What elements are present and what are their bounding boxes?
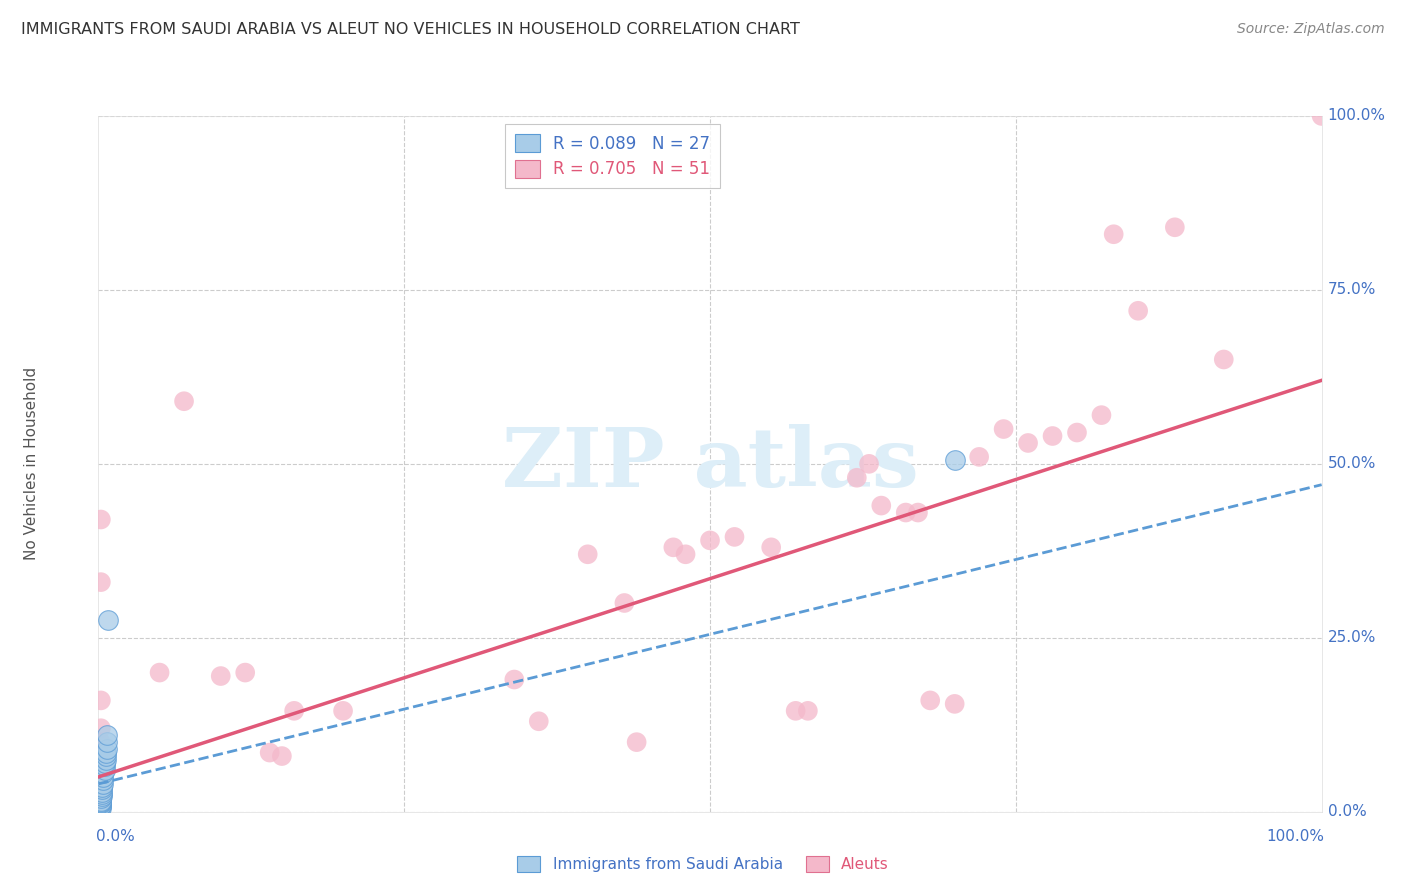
Text: 100.0%: 100.0% (1327, 109, 1386, 123)
Point (91, 788, 114, 801)
Point (1017, 436, 1039, 450)
Point (1090, 408, 1112, 422)
Point (90, 721, 112, 735)
Point (270, 749, 294, 764)
Point (613, 596, 636, 610)
Point (173, 394, 195, 409)
Text: 50.0%: 50.0% (1327, 457, 1376, 471)
Legend: R = 0.089   N = 27, R = 0.705   N = 51: R = 0.089 N = 27, R = 0.705 N = 51 (505, 124, 720, 188)
Point (149, 665, 172, 680)
Point (93, 763, 115, 777)
Point (943, 697, 966, 711)
Point (91, 782, 114, 797)
Point (90, 797, 112, 811)
Text: 0.0%: 0.0% (96, 830, 135, 844)
Text: 100.0%: 100.0% (1265, 830, 1324, 844)
Point (93, 759, 115, 773)
Point (96, 742, 118, 756)
Point (259, 746, 281, 760)
Point (233, 665, 256, 680)
Point (503, 673, 526, 687)
Point (845, 471, 868, 485)
Point (90, 512, 112, 526)
Point (1212, 352, 1234, 367)
Point (94, 746, 117, 760)
Point (90, 749, 112, 764)
Point (894, 506, 917, 520)
Point (91, 773, 114, 788)
Point (870, 499, 893, 513)
Text: ZIP atlas: ZIP atlas (502, 424, 918, 504)
Point (943, 453, 966, 467)
Point (90, 795, 112, 809)
Point (96, 735, 118, 749)
Point (858, 457, 880, 471)
Point (90, 799, 112, 814)
Point (967, 450, 990, 464)
Point (723, 530, 745, 544)
Text: 75.0%: 75.0% (1327, 283, 1376, 297)
Point (209, 669, 232, 683)
Point (785, 704, 807, 718)
Point (90, 801, 112, 815)
Point (94, 749, 117, 764)
Point (90, 575, 112, 590)
Point (91, 780, 114, 794)
Point (91, 770, 114, 784)
Point (576, 547, 599, 561)
Point (675, 547, 697, 561)
Text: Source: ZipAtlas.com: Source: ZipAtlas.com (1237, 22, 1385, 37)
Point (90, 797, 112, 812)
Point (797, 704, 820, 718)
Point (93, 756, 115, 770)
Point (91, 777, 114, 791)
Point (1042, 429, 1064, 443)
Point (91, 789, 114, 804)
Text: 25.0%: 25.0% (1327, 631, 1376, 645)
Point (91, 785, 114, 799)
Point (1102, 227, 1125, 242)
Text: No Vehicles in Household: No Vehicles in Household (24, 368, 38, 560)
Point (993, 422, 1015, 436)
Point (332, 704, 354, 718)
Point (90, 777, 112, 791)
Point (90, 801, 112, 815)
Point (1128, 303, 1150, 318)
Point (90, 693, 112, 707)
Point (90, 794, 112, 808)
Point (94, 753, 117, 767)
Point (527, 714, 550, 729)
Point (1164, 220, 1187, 235)
Point (626, 735, 648, 749)
Point (761, 541, 783, 555)
Point (283, 704, 305, 718)
Point (96, 728, 118, 742)
Text: 0.0%: 0.0% (1327, 805, 1367, 819)
Point (90, 794, 112, 808)
Text: IMMIGRANTS FROM SAUDI ARABIA VS ALEUT NO VEHICLES IN HOUSEHOLD CORRELATION CHART: IMMIGRANTS FROM SAUDI ARABIA VS ALEUT NO… (21, 22, 800, 37)
Point (662, 541, 685, 555)
Point (920, 693, 942, 707)
Point (90, 784, 112, 798)
Point (907, 506, 929, 520)
Point (699, 533, 721, 548)
Point (90, 797, 112, 812)
Point (91, 766, 114, 780)
Point (90, 790, 112, 805)
Point (1310, 109, 1333, 123)
Point (90, 790, 112, 805)
Point (90, 735, 112, 749)
Point (97, 614, 120, 628)
Point (90, 763, 112, 777)
Point (1066, 425, 1088, 440)
Legend: Immigrants from Saudi Arabia, Aleuts: Immigrants from Saudi Arabia, Aleuts (510, 848, 896, 880)
